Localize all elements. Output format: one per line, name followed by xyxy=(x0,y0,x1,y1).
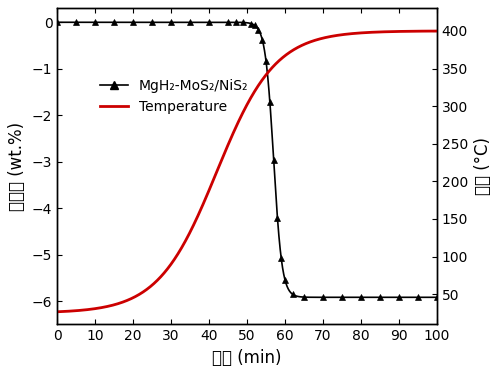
Legend: MgH₂-MoS₂/NiS₂, Temperature: MgH₂-MoS₂/NiS₂, Temperature xyxy=(94,74,254,120)
Y-axis label: 温度 (°C): 温度 (°C) xyxy=(474,137,492,195)
X-axis label: 时间 (min): 时间 (min) xyxy=(212,349,282,367)
Y-axis label: 放氢量 (wt.%): 放氢量 (wt.%) xyxy=(8,122,26,211)
